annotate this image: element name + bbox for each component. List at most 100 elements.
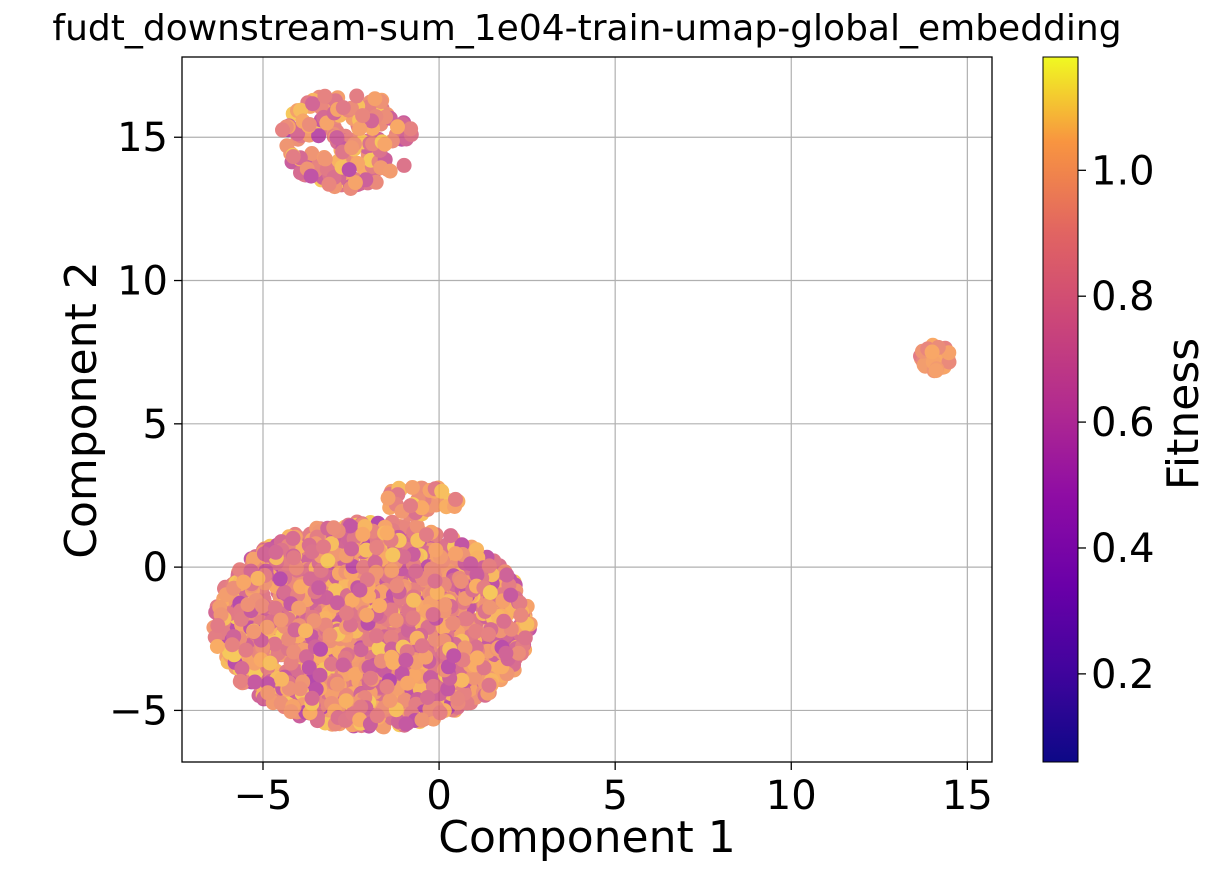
- scatter-point: [389, 578, 405, 594]
- scatter-point: [414, 638, 430, 654]
- scatter-point: [344, 140, 360, 156]
- y-tick-label: −5: [109, 688, 168, 734]
- scatter-point: [210, 618, 226, 633]
- scatter-point: [285, 149, 301, 165]
- scatter-point: [303, 168, 319, 184]
- scatter-point: [311, 128, 327, 144]
- scatter-point: [335, 100, 351, 116]
- scatter-point: [352, 582, 368, 598]
- scatter-point: [468, 623, 484, 639]
- scatter-point: [301, 117, 317, 132]
- scatter-point: [385, 547, 401, 563]
- scatter-point: [414, 712, 430, 728]
- scatter-point: [517, 630, 533, 646]
- scatter-point: [232, 562, 248, 578]
- scatter-point: [379, 525, 395, 541]
- scatter-point: [317, 88, 333, 104]
- scatter-point: [349, 88, 365, 104]
- y-tick-label: 15: [117, 115, 168, 161]
- scatter-point: [304, 690, 320, 706]
- scatter-point: [233, 611, 249, 627]
- scatter-point: [498, 645, 514, 661]
- scatter-point: [384, 649, 399, 665]
- scatter-point: [329, 595, 345, 611]
- scatter-point: [313, 641, 328, 657]
- colorbar-label: Fitness: [1158, 338, 1209, 490]
- scatter-point: [321, 176, 337, 192]
- scatter-point: [511, 645, 526, 661]
- scatter-point: [448, 546, 464, 562]
- scatter-point: [320, 553, 336, 569]
- colorbar-tick-label: 0.2: [1091, 652, 1155, 698]
- scatter-point: [301, 660, 317, 676]
- scatter-point: [482, 585, 498, 600]
- scatter-point: [355, 108, 371, 124]
- scatter-point: [291, 600, 307, 616]
- scatter-point: [274, 671, 290, 687]
- scatter-point: [403, 498, 418, 514]
- scatter-point: [437, 597, 453, 613]
- colorbar-tick-label: 1.0: [1091, 148, 1155, 194]
- scatter-point: [267, 600, 283, 616]
- scatter-point: [236, 574, 252, 590]
- scatter-point: [446, 648, 462, 664]
- x-axis-ticks: −5 0 5 10 15: [234, 762, 993, 819]
- colorbar-ticks: 0.2 0.4 0.6 0.8 1.0: [1078, 148, 1155, 698]
- scatter-point: [343, 617, 358, 633]
- scatter-point: [355, 526, 371, 542]
- scatter-point: [353, 642, 369, 658]
- scatter-point: [496, 613, 512, 629]
- scatter-point: [330, 676, 345, 692]
- colorbar-tick-label: 0.4: [1091, 526, 1155, 572]
- scatter-point: [326, 520, 342, 536]
- scatter-point: [377, 136, 393, 152]
- scatter-point: [305, 96, 321, 112]
- scatter-point: [457, 640, 473, 656]
- scatter-point: [273, 612, 289, 628]
- scatter-point: [404, 480, 420, 495]
- scatter-point: [247, 674, 263, 690]
- scatter-point: [405, 610, 421, 626]
- x-tick-label: 5: [602, 773, 627, 819]
- scatter-point: [469, 650, 485, 666]
- scatter-point: [443, 528, 459, 544]
- scatter-point: [369, 539, 385, 555]
- scatter-point: [398, 716, 414, 732]
- scatter-point: [306, 613, 322, 629]
- scatter-point: [463, 556, 479, 572]
- scatter-point: [283, 704, 299, 720]
- scatter-point: [458, 611, 474, 627]
- y-tick-label: 0: [143, 545, 168, 591]
- scatter-point: [344, 541, 359, 557]
- scatter-point: [453, 574, 469, 589]
- scatter-point: [371, 640, 387, 656]
- scatter-point: [369, 628, 384, 644]
- scatter-point: [440, 659, 456, 675]
- y-tick-label: 10: [117, 259, 168, 305]
- x-tick-label: −5: [234, 773, 293, 819]
- x-tick-label: 10: [766, 773, 817, 819]
- scatter-point: [379, 679, 395, 695]
- scatter-point: [928, 363, 944, 379]
- scatter-point: [224, 637, 240, 653]
- scatter-point: [423, 561, 439, 577]
- scatter-point: [347, 175, 363, 191]
- scatter-point: [352, 121, 368, 136]
- scatter-point: [363, 670, 379, 686]
- scatter-point: [380, 490, 396, 506]
- scatter-point: [513, 607, 529, 623]
- scatter-point: [322, 627, 338, 643]
- scatter-point: [316, 539, 331, 555]
- colorbar-tick-label: 0.8: [1091, 274, 1155, 320]
- scatter-point: [323, 656, 339, 672]
- scatter-point: [409, 518, 425, 534]
- scatter-point: [481, 558, 497, 574]
- scatter-point: [367, 91, 383, 107]
- y-tick-label: 5: [143, 402, 168, 448]
- scatter-point: [396, 157, 412, 173]
- scatter-point: [427, 573, 443, 589]
- scatter-point: [503, 587, 519, 603]
- scatter-point: [466, 670, 482, 686]
